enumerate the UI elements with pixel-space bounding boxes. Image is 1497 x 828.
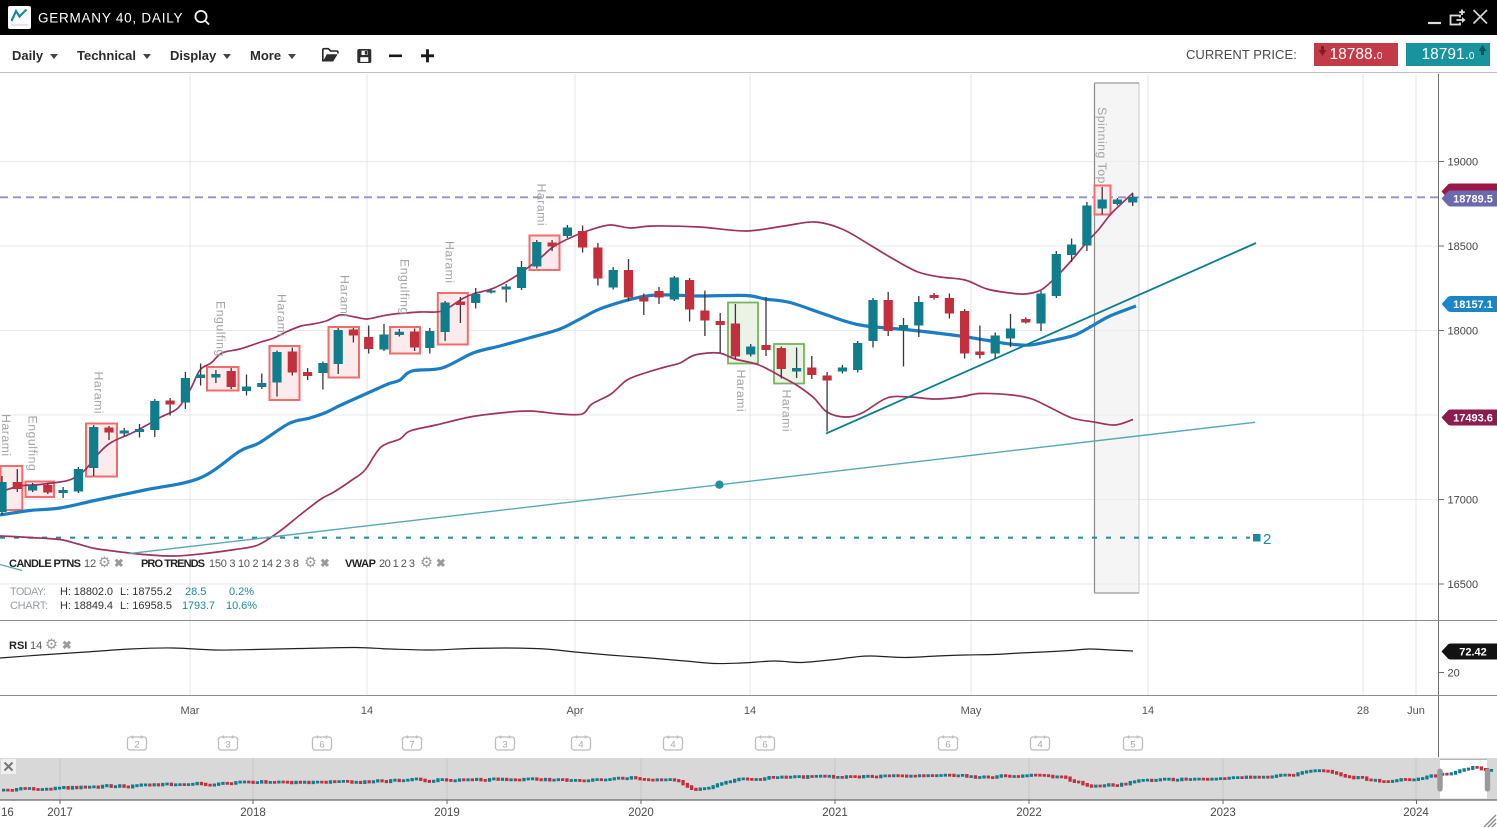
svg-text:16500: 16500: [1448, 579, 1479, 591]
svg-text:14: 14: [1142, 705, 1154, 717]
svg-text:H: 18849.4: H: 18849.4: [60, 600, 113, 612]
svg-text:1793.7: 1793.7: [182, 600, 215, 612]
svg-text:Harami: Harami: [0, 414, 13, 457]
svg-text:CHART:: CHART:: [10, 600, 48, 612]
svg-text:L: 18755.2: L: 18755.2: [120, 586, 172, 598]
svg-text:5: 5: [1130, 740, 1135, 751]
svg-text:RSI: RSI: [9, 640, 27, 652]
svg-text:2: 2: [1263, 531, 1271, 548]
svg-text:GERMANY 40, DAILY: GERMANY 40, DAILY: [38, 11, 184, 26]
svg-text:2022: 2022: [1016, 807, 1042, 819]
svg-text:2: 2: [134, 740, 139, 751]
svg-text:28.5: 28.5: [185, 586, 206, 598]
svg-text:6: 6: [945, 740, 950, 751]
svg-text:Harami: Harami: [535, 184, 549, 227]
svg-text:✖: ✖: [62, 640, 72, 652]
svg-text:7: 7: [409, 740, 414, 751]
svg-text:4: 4: [578, 740, 583, 751]
svg-text:Engulfing: Engulfing: [26, 416, 40, 472]
svg-text:CANDLE PTNS: CANDLE PTNS: [9, 558, 81, 570]
svg-text:3: 3: [225, 740, 230, 751]
svg-text:14: 14: [30, 640, 42, 652]
svg-text:VWAP: VWAP: [345, 558, 376, 570]
svg-text:20: 20: [1448, 668, 1460, 680]
svg-text:16: 16: [1, 807, 14, 819]
svg-text:2020: 2020: [628, 807, 654, 819]
svg-text:Harami: Harami: [92, 372, 106, 415]
svg-text:⚙: ⚙: [304, 555, 317, 571]
svg-text:150 3 10 2 14 2 3 8: 150 3 10 2 14 2 3 8: [209, 558, 299, 570]
svg-text:PRO TRENDS: PRO TRENDS: [141, 558, 205, 570]
svg-text:28: 28: [1357, 705, 1369, 717]
svg-text:72.42: 72.42: [1459, 647, 1487, 659]
svg-text:✖: ✖: [320, 558, 330, 570]
svg-text:6: 6: [319, 740, 324, 751]
svg-text:2018: 2018: [240, 807, 266, 819]
svg-text:3: 3: [502, 740, 507, 751]
svg-text:18157.1: 18157.1: [1453, 299, 1493, 311]
svg-text:18500: 18500: [1448, 241, 1479, 253]
svg-text:✖: ✖: [436, 558, 446, 570]
svg-text:Apr: Apr: [566, 705, 583, 717]
svg-text:Harami: Harami: [780, 390, 794, 433]
svg-text:4: 4: [1037, 740, 1042, 751]
svg-text:Harami: Harami: [275, 294, 289, 337]
svg-text:2019: 2019: [434, 807, 460, 819]
svg-text:⚙: ⚙: [420, 555, 433, 571]
svg-text:L: 16958.5: L: 16958.5: [120, 600, 172, 612]
svg-text:17000: 17000: [1448, 495, 1479, 507]
svg-text:2023: 2023: [1210, 807, 1236, 819]
svg-text:0.2%: 0.2%: [229, 586, 254, 598]
svg-text:4: 4: [670, 740, 675, 751]
svg-text:Engulfing: Engulfing: [214, 301, 228, 357]
svg-text:Harami: Harami: [338, 275, 352, 318]
svg-text:20 1 2 3: 20 1 2 3: [379, 558, 415, 570]
svg-text:Spinning Top: Spinning Top: [1095, 107, 1109, 184]
svg-text:18000: 18000: [1448, 326, 1479, 338]
svg-text:⚙: ⚙: [45, 637, 58, 653]
svg-text:May: May: [961, 705, 982, 717]
svg-text:2017: 2017: [47, 807, 73, 819]
svg-text:10.6%: 10.6%: [226, 600, 257, 612]
svg-text:Mar: Mar: [181, 705, 200, 717]
svg-text:⚙: ⚙: [98, 555, 111, 571]
svg-text:2021: 2021: [822, 807, 848, 819]
svg-text:6: 6: [762, 740, 767, 751]
svg-text:Harami: Harami: [734, 370, 748, 413]
svg-text:2024: 2024: [1403, 807, 1429, 819]
svg-text:✖: ✖: [114, 558, 124, 570]
svg-text:14: 14: [361, 705, 373, 717]
svg-text:12: 12: [84, 558, 96, 570]
svg-text:H: 18802.0: H: 18802.0: [60, 586, 113, 598]
svg-text:TODAY:: TODAY:: [10, 586, 46, 598]
svg-text:CURRENT PRICE:: CURRENT PRICE:: [1186, 47, 1298, 62]
svg-text:19000: 19000: [1448, 157, 1479, 169]
svg-text:18789.5: 18789.5: [1453, 194, 1493, 206]
svg-text:Engulfing: Engulfing: [398, 259, 412, 315]
svg-text:17493.6: 17493.6: [1453, 413, 1493, 425]
svg-text:14: 14: [744, 705, 756, 717]
svg-text:Jun: Jun: [1407, 705, 1425, 717]
svg-text:Harami: Harami: [443, 241, 457, 284]
